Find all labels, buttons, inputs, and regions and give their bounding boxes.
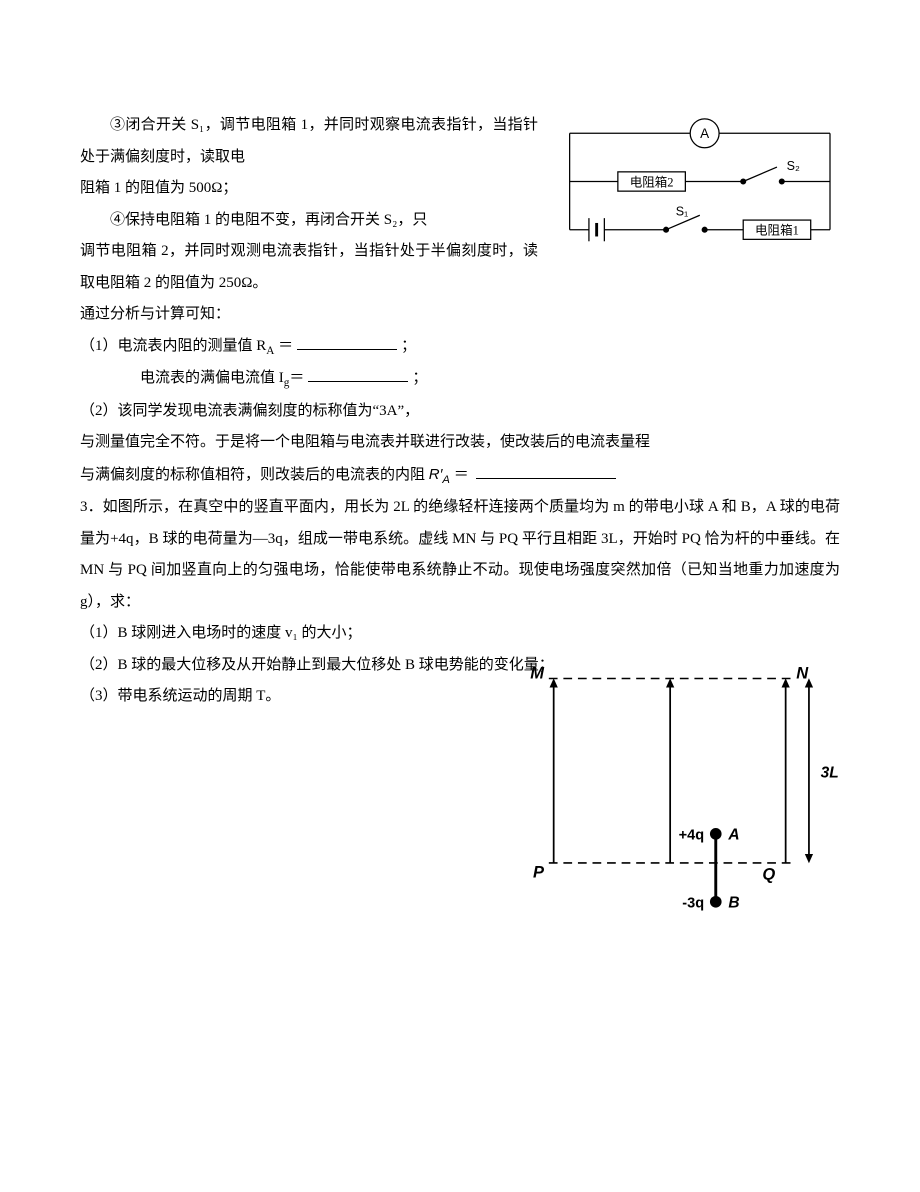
question-2-line3: 与满偏刻度的标称值相符，则改装后的电流表的内阻 R′A ＝ bbox=[80, 459, 840, 493]
question-1-ra: （1）电流表内阻的测量值 RA ＝； bbox=[80, 331, 840, 364]
label-B: B bbox=[728, 895, 739, 912]
switch-s1-label: S₁ bbox=[676, 204, 689, 218]
label-N: N bbox=[796, 665, 809, 683]
circuit-diagram: A 电阻箱2 S₂ bbox=[550, 114, 840, 262]
label-A: A bbox=[727, 827, 739, 844]
question-2-line2: 与测量值完全不符。于是将一个电阻箱与电流表并联进行改装，使改装后的电流表量程 bbox=[80, 427, 840, 459]
ammeter-label: A bbox=[700, 126, 709, 141]
problem-3-q1: （1）B 球刚进入电场时的速度 v₁ 的大小； bbox=[80, 618, 840, 650]
blank-ra-prime bbox=[476, 478, 616, 479]
analysis-intro: 通过分析与计算可知： bbox=[80, 299, 840, 331]
label-P: P bbox=[533, 864, 545, 882]
switch-s2-label: S₂ bbox=[787, 159, 800, 173]
charge-system-figure: M N P Q 3L A B +4q -3q bbox=[510, 659, 840, 944]
question-1-ig: 电流表的满偏电流值 Ig＝； bbox=[80, 363, 840, 396]
label-plus4q: +4q bbox=[679, 828, 704, 844]
problem-3-stem: 3．如图所示，在真空中的竖直平面内，用长为 2L 的绝缘轻杆连接两个质量均为 m… bbox=[80, 492, 840, 618]
question-2-line1: （2）该同学发现电流表满偏刻度的标称值为“3A”， bbox=[80, 396, 840, 428]
resistor-box-2-label: 电阻箱2 bbox=[630, 174, 674, 189]
resistor-box-1-label: 电阻箱1 bbox=[755, 223, 799, 238]
blank-ra bbox=[297, 349, 397, 350]
label-minus3q: -3q bbox=[682, 896, 704, 912]
blank-ig bbox=[308, 381, 408, 382]
label-3L: 3L bbox=[821, 765, 839, 782]
label-Q: Q bbox=[762, 866, 775, 884]
